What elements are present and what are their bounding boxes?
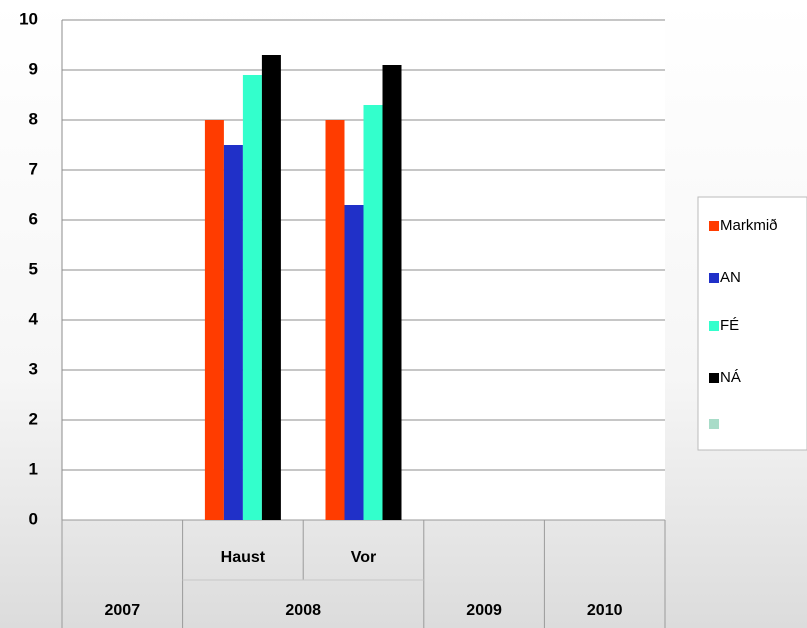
legend-swatch: [709, 419, 719, 429]
x-tick-label: Haust: [221, 549, 266, 566]
y-tick-label: 5: [29, 259, 38, 278]
group-label: 2009: [466, 602, 502, 619]
bar: [363, 105, 383, 520]
y-tick-label: 0: [29, 509, 38, 528]
y-tick-label: 7: [29, 159, 38, 178]
bar: [204, 120, 224, 520]
legend-label: AN: [720, 269, 741, 286]
legend-label: NÁ: [720, 369, 741, 386]
legend-swatch: [709, 373, 719, 383]
legend-swatch: [709, 321, 719, 331]
legend-label: Markmið: [720, 217, 778, 234]
bar: [261, 55, 281, 520]
y-tick-label: 4: [29, 309, 39, 328]
bar: [382, 65, 402, 520]
y-tick-label: 6: [29, 209, 38, 228]
y-tick-label: 2: [29, 409, 38, 428]
bar: [242, 75, 262, 520]
legend-swatch: [709, 273, 719, 283]
y-tick-label: 10: [19, 9, 38, 28]
bar: [223, 145, 243, 520]
x-tick-label: Vor: [351, 549, 376, 566]
group-label: 2010: [587, 602, 623, 619]
y-tick-label: 3: [29, 359, 38, 378]
y-tick-label: 8: [29, 109, 38, 128]
group-label: 2008: [285, 602, 321, 619]
y-tick-label: 1: [29, 459, 38, 478]
legend-label: FÉ: [720, 317, 739, 334]
bar: [325, 120, 345, 520]
y-tick-label: 9: [29, 59, 38, 78]
group-label: 2007: [105, 602, 141, 619]
bar: [344, 205, 364, 520]
legend-swatch: [709, 221, 719, 231]
